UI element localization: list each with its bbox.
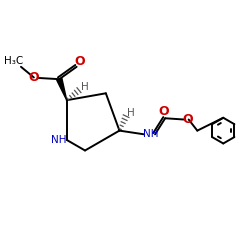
Text: H: H bbox=[81, 82, 89, 92]
Text: NH: NH bbox=[51, 135, 66, 145]
Text: O: O bbox=[158, 105, 169, 118]
Text: H₃C: H₃C bbox=[4, 56, 24, 66]
Text: O: O bbox=[74, 55, 85, 68]
Text: O: O bbox=[182, 113, 193, 126]
Text: H: H bbox=[128, 108, 135, 118]
Text: NH: NH bbox=[143, 129, 158, 139]
Polygon shape bbox=[57, 78, 67, 100]
Text: O: O bbox=[28, 71, 39, 84]
